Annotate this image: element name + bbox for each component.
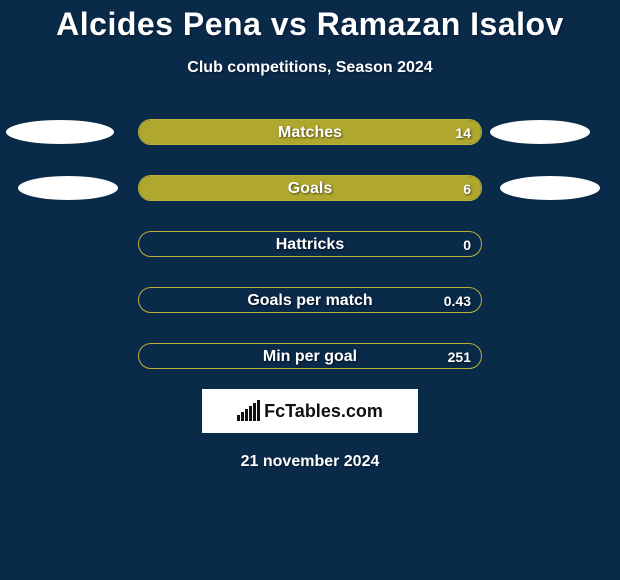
stat-bar: Goals 6	[138, 175, 482, 201]
player-ellipse-right	[500, 176, 600, 200]
stat-label: Goals per match	[139, 288, 481, 313]
player-ellipse-left	[6, 120, 114, 144]
player-ellipse-left	[18, 176, 118, 200]
bar-chart-icon	[237, 401, 260, 421]
player-ellipse-right	[490, 120, 590, 144]
stat-bar: Matches 14	[138, 119, 482, 145]
stat-label: Min per goal	[139, 344, 481, 369]
page-title: Alcides Pena vs Ramazan Isalov	[0, 0, 620, 43]
stat-row: Hattricks 0	[0, 231, 620, 257]
stat-bar: Min per goal 251	[138, 343, 482, 369]
stat-bar: Hattricks 0	[138, 231, 482, 257]
logo-bar	[249, 406, 252, 421]
stat-row: Goals 6	[0, 175, 620, 201]
stat-bar: Goals per match 0.43	[138, 287, 482, 313]
stat-value: 0.43	[444, 288, 471, 313]
stat-label: Hattricks	[139, 232, 481, 257]
fctables-logo: FcTables.com	[202, 389, 418, 433]
stat-value: 251	[448, 344, 471, 369]
logo-text: FcTables.com	[264, 401, 383, 422]
logo-bar	[257, 400, 260, 421]
stat-bar-fill	[139, 176, 481, 200]
logo-bar	[245, 409, 248, 421]
logo-bar	[241, 412, 244, 421]
stat-rows: Matches 14 Goals 6 Hattricks 0	[0, 119, 620, 369]
logo-bar	[253, 403, 256, 421]
stat-value: 0	[463, 232, 471, 257]
date-text: 21 november 2024	[0, 453, 620, 471]
comparison-infographic: Alcides Pena vs Ramazan Isalov Club comp…	[0, 0, 620, 580]
stat-row: Goals per match 0.43	[0, 287, 620, 313]
subtitle: Club competitions, Season 2024	[0, 59, 620, 77]
stat-row: Matches 14	[0, 119, 620, 145]
stat-bar-fill	[139, 120, 481, 144]
logo-bar	[237, 415, 240, 421]
stat-row: Min per goal 251	[0, 343, 620, 369]
